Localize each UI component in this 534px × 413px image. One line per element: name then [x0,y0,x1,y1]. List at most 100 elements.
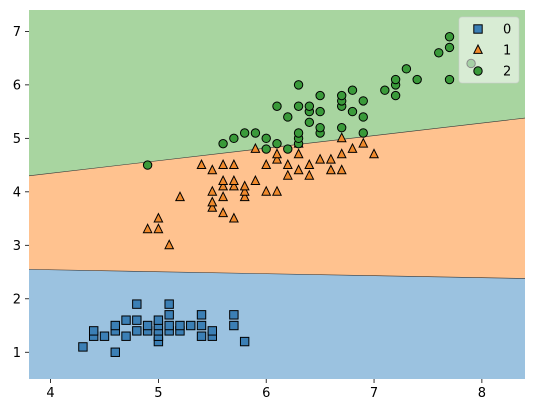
data-point [228,174,239,185]
data-point [325,153,336,164]
data-point [380,85,390,95]
data-point [250,128,261,138]
data-point [229,320,239,331]
data-point [336,148,347,159]
data-point [304,158,315,169]
y-tick-label: 2 [13,292,21,307]
data-point [132,315,142,325]
legend-label: 0 [503,23,511,38]
data-point [196,320,207,331]
data-point [218,158,229,169]
data-point [229,133,239,144]
data-point [358,128,368,138]
data-point [196,331,207,341]
data-point [207,185,218,196]
data-point [196,158,207,169]
data-point [207,196,218,207]
data-point [272,101,282,111]
data-point [153,223,164,234]
data-point [444,74,455,85]
data-point [315,153,326,164]
data-point [283,112,293,122]
data-point [304,117,315,128]
data-point [228,158,239,169]
data-point [325,164,336,175]
data-point [315,106,325,117]
data-point [347,106,358,117]
data-point [401,64,412,74]
data-point [358,137,369,148]
data-point [153,212,164,223]
data-point [121,315,131,325]
data-point [228,180,239,191]
region-class-0 [29,269,525,379]
data-point [164,299,174,309]
data-point [207,164,218,175]
data-point [271,185,283,196]
legend-label: 1 [503,44,511,59]
y-tick-label: 5 [13,132,21,147]
x-tick-label: 7 [370,386,378,401]
data-point [132,299,142,309]
data-point [250,142,261,153]
data-point [229,310,239,320]
data-point [88,326,99,336]
data-point [434,48,444,58]
legend-label: 2 [503,65,511,80]
data-point [390,74,401,85]
boundary-line [29,269,525,279]
data-point [444,32,455,42]
data-point [347,142,358,153]
data-point [293,164,304,175]
data-point [164,320,174,331]
legend-item-1: 1 [472,43,511,59]
data-point [358,96,368,106]
data-point [218,207,229,218]
data-point [336,164,347,175]
data-point [164,239,175,250]
data-point [315,122,325,133]
data-point [174,191,186,202]
data-point [261,158,272,169]
data-point [271,153,283,164]
region-class-2 [29,10,525,176]
legend-item-0: 0 [473,23,511,38]
data-point [218,191,229,202]
region-class-1 [29,118,525,279]
x-tick-label: 6 [262,386,270,401]
legend-marker [473,66,483,76]
data-point [390,90,401,101]
data-point [164,310,174,320]
x-tick-label: 5 [154,386,162,401]
data-point [293,148,304,159]
data-point [218,174,229,185]
data-point [239,336,250,347]
legend-item-2: 2 [473,65,511,80]
data-point [207,326,218,336]
legend-marker [473,24,483,34]
data-point [142,160,153,170]
data-point [99,331,110,341]
data-point [239,180,250,191]
data-point [283,144,293,154]
data-point [175,320,185,331]
data-point [444,42,455,53]
data-point [272,138,282,149]
data-point [239,128,250,138]
data-point [347,85,358,95]
data-point [315,90,325,101]
data-point [368,148,380,159]
series-1 [142,132,380,250]
y-tick-label: 7 [13,25,21,40]
data-point [336,122,347,133]
x-tick-label: 4 [46,386,54,401]
data-point [282,158,293,169]
data-point [336,132,347,143]
data-point [304,101,315,111]
data-point [121,331,131,341]
y-tick-label: 6 [13,78,21,93]
data-point [293,101,304,111]
legend-marker [472,43,484,54]
data-point [207,201,218,212]
